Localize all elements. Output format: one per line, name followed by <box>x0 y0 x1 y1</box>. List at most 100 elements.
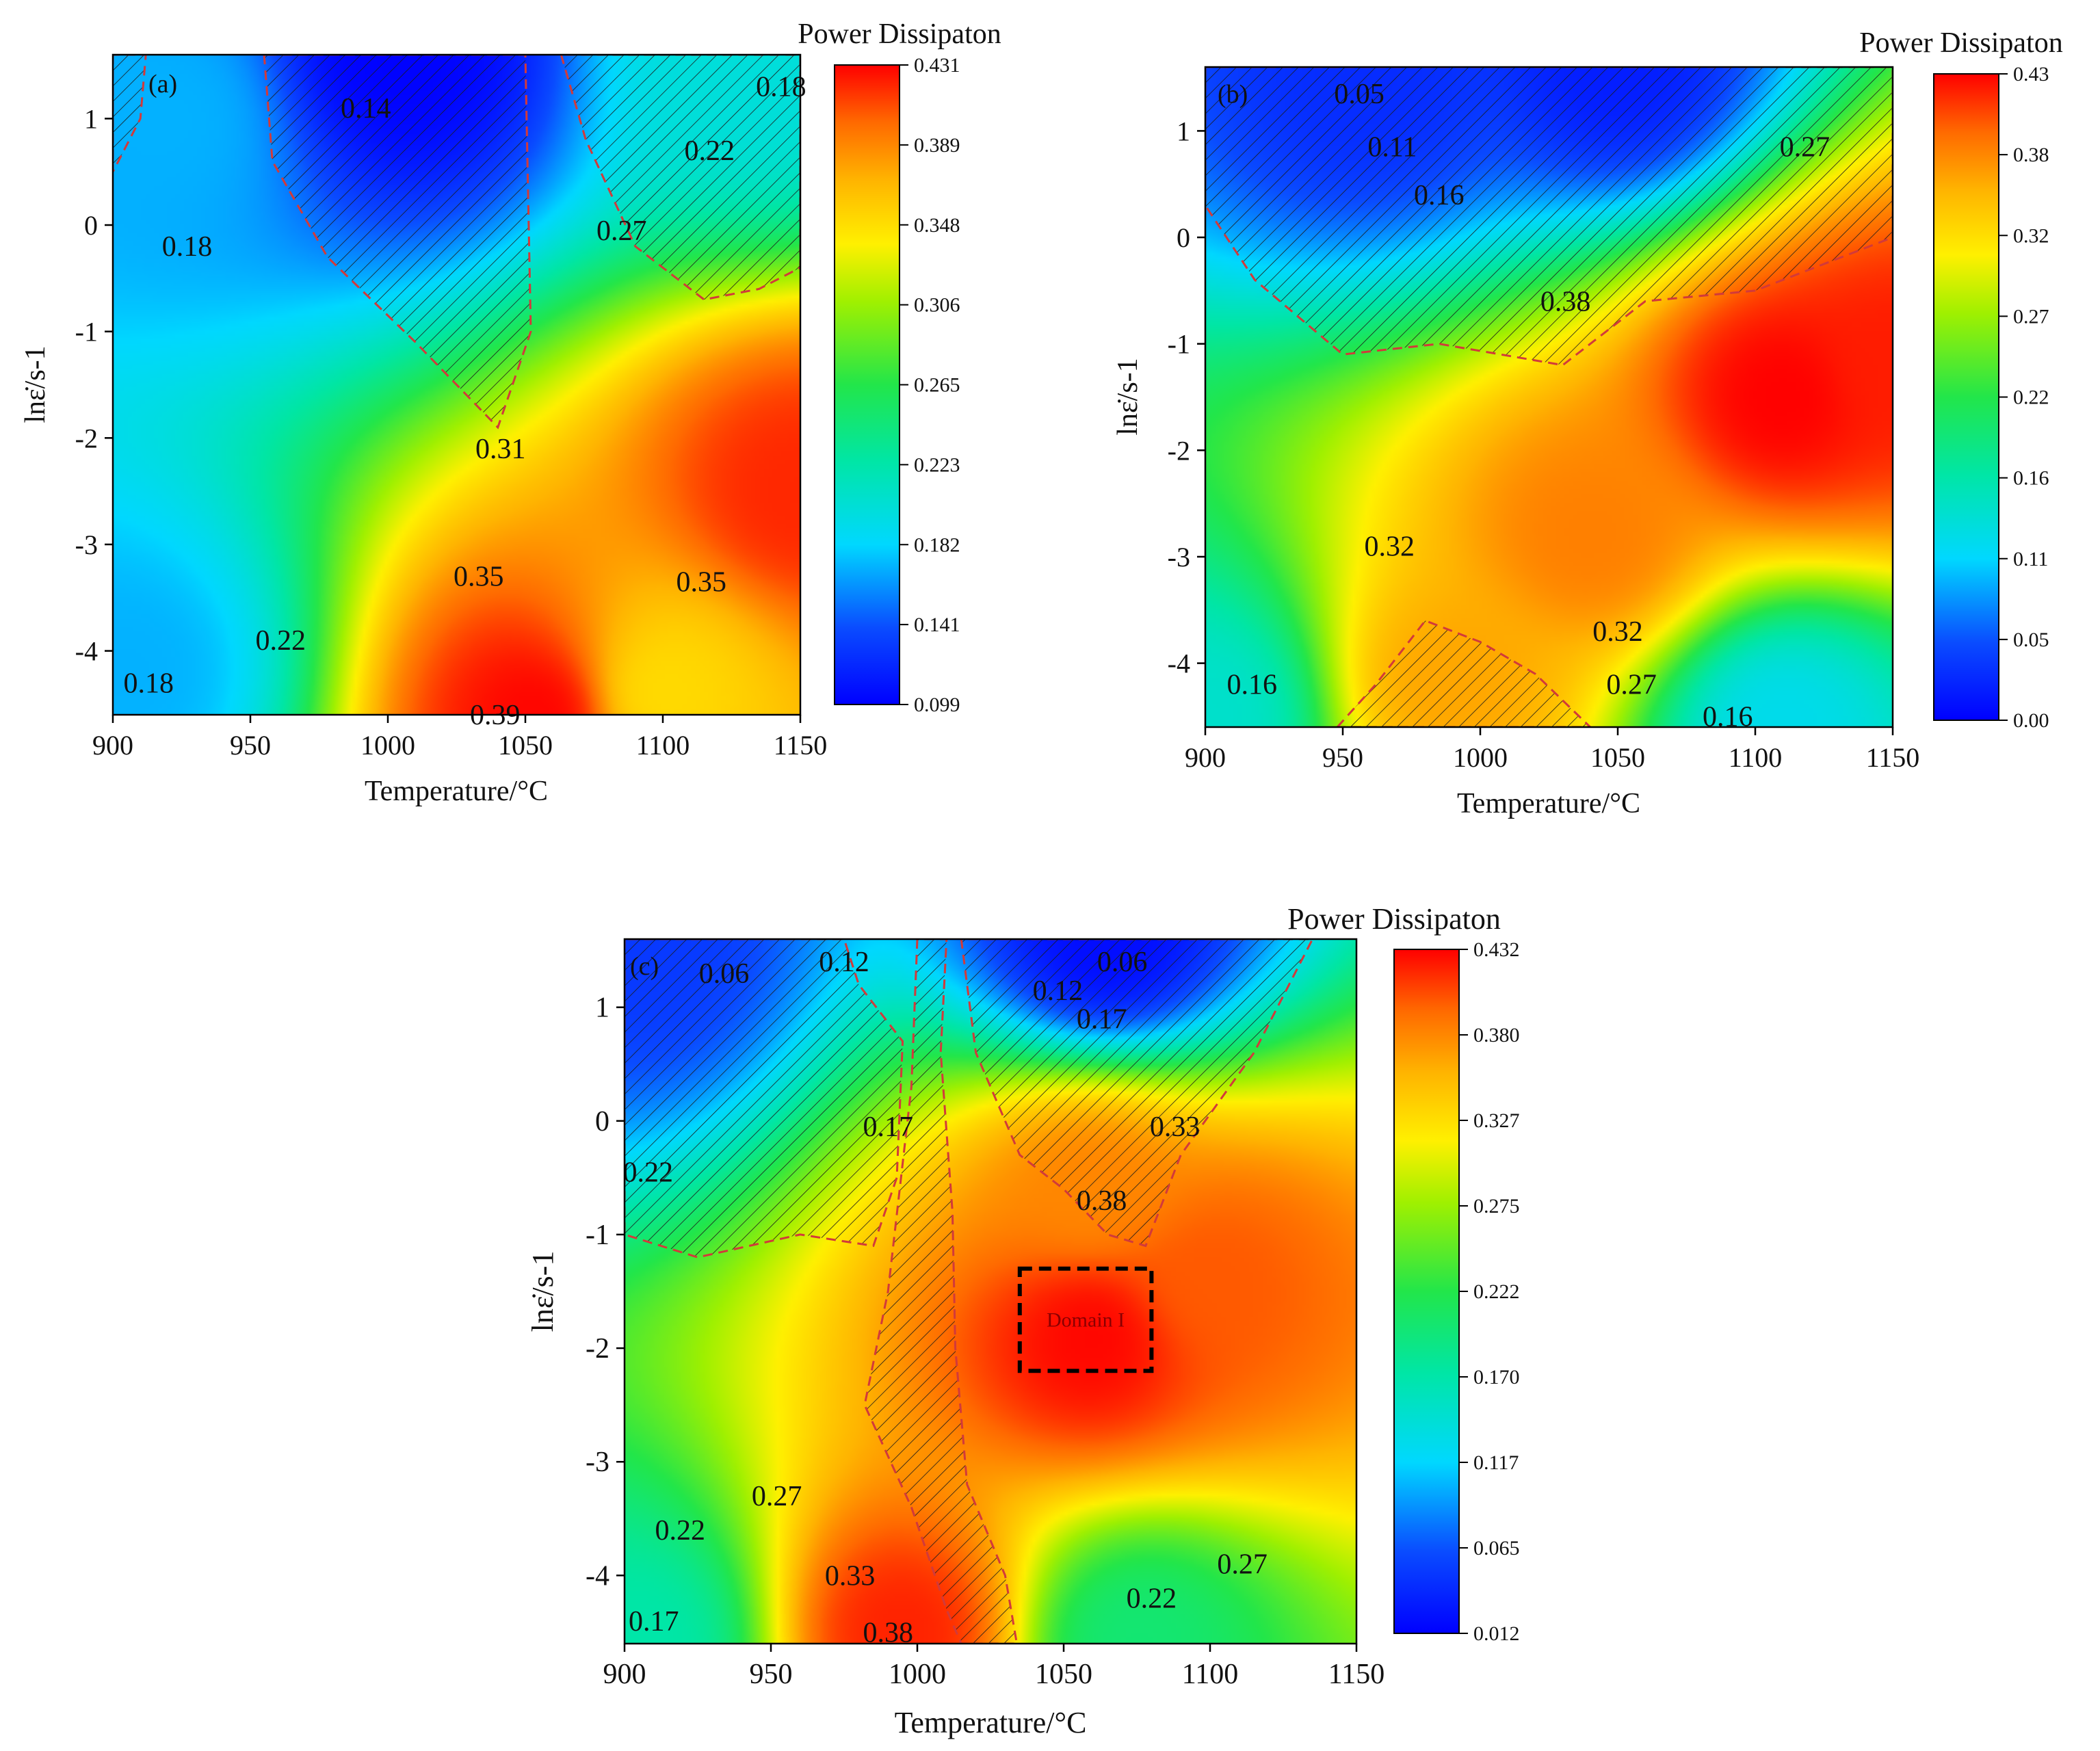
contour-label: 0.12 <box>819 947 869 978</box>
contour-label: 0.06 <box>699 958 750 990</box>
contour-label: 0.27 <box>1217 1549 1268 1581</box>
x-tick-label: 950 <box>230 730 271 761</box>
colorbar-tick-label: 0.306 <box>914 294 960 317</box>
y-tick-label: 1 <box>595 992 609 1024</box>
colorbar-tick-label: 0.11 <box>2013 548 2048 570</box>
y-tick-label: -2 <box>75 423 98 453</box>
contour-label: 0.18 <box>124 668 174 699</box>
contour-label: 0.17 <box>863 1111 913 1143</box>
contour-label: 0.27 <box>1606 670 1657 701</box>
y-tick-label: -3 <box>1168 542 1190 572</box>
x-tick-label: 900 <box>603 1659 646 1690</box>
y-tick-label: -4 <box>75 636 98 667</box>
colorbar-tick-label: 0.00 <box>2013 709 2049 732</box>
x-tick-label: 900 <box>1185 742 1226 773</box>
colorbar-tick-label: 0.431 <box>914 54 960 77</box>
contour-label: 0.27 <box>752 1481 802 1512</box>
colorbar-tick-label: 0.222 <box>1473 1280 1520 1303</box>
panel-label: (b) <box>1218 80 1248 109</box>
colorbar-tick-label: 0.141 <box>914 614 960 636</box>
colorbar-ticks: 0.43 0.38 0.32 0.27 0.22 0.16 0.11 0.05 0.00 <box>1999 63 2049 732</box>
x-axis-label: Temperature/°C <box>1457 788 1640 819</box>
domain-label: Domain I <box>1047 1309 1125 1332</box>
x-ticks: 900 950 1000 1050 1100 1150 <box>603 1644 1384 1690</box>
contour-label: 0.27 <box>1780 132 1830 163</box>
contour-label: 0.14 <box>341 93 391 124</box>
contour-label: 0.22 <box>1127 1583 1177 1615</box>
colorbar-tick-label: 0.012 <box>1473 1622 1520 1645</box>
colorbar-tick-label: 0.117 <box>1473 1451 1519 1474</box>
contour-label: 0.22 <box>622 1157 673 1189</box>
colorbar: 0.432 0.380 0.327 0.275 0.222 0.170 0.117 0.065… <box>1287 902 1519 1645</box>
y-tick-label: -3 <box>75 529 98 560</box>
colorbar-ticks: 0.431 0.389 0.348 0.306 0.265 0.223 0.182 0.141… <box>900 54 960 716</box>
y-axis-label: lnε̇/s-1 <box>1112 358 1144 435</box>
contour-label: 0.22 <box>255 625 306 657</box>
colorbar-tick-label: 0.327 <box>1473 1109 1520 1132</box>
y-axis-label: lnε̇/s-1 <box>526 1251 560 1332</box>
contour-label: 0.35 <box>677 566 727 598</box>
x-tick-label: 1050 <box>1590 742 1645 773</box>
contour-label: 0.33 <box>1150 1111 1200 1143</box>
contour-label: 0.16 <box>1703 701 1753 733</box>
contour-label: 0.18 <box>756 72 806 103</box>
colorbar: 0.431 0.389 0.348 0.306 0.265 0.223 0.182 0.141… <box>798 18 1001 716</box>
contour-label: 0.22 <box>655 1515 706 1546</box>
domain-annotation: Domain I <box>1017 1266 1154 1373</box>
x-tick-label: 1000 <box>889 1659 946 1690</box>
colorbar: 0.43 0.38 0.32 0.27 0.22 0.16 0.11 0.05 0.00 Pow… <box>1859 27 2063 732</box>
contour-label: 0.17 <box>1077 1003 1127 1035</box>
panel-label: (c) <box>630 952 659 981</box>
x-tick-label: 950 <box>1322 742 1363 773</box>
contour-label: 0.16 <box>1227 670 1278 701</box>
y-tick-label: 1 <box>1177 116 1190 146</box>
y-tick-label: -4 <box>1168 648 1190 679</box>
colorbar-tick-label: 0.32 <box>2013 224 2049 247</box>
contour-label: 0.12 <box>1033 975 1084 1007</box>
x-tick-label: 1150 <box>1328 1659 1384 1690</box>
contour-label: 0.11 <box>1367 132 1417 163</box>
domain-box <box>1017 1266 1154 1373</box>
y-axis-label: lnε̇/s-1 <box>20 345 51 423</box>
y-tick-label: -1 <box>586 1220 609 1251</box>
panel-c: 0.06 0.12 0.060.120.170.17 0.330.220.380.27… <box>526 902 1520 1739</box>
colorbar-tick-label: 0.27 <box>2013 305 2049 328</box>
colorbar-tick-label: 0.38 <box>2013 144 2049 166</box>
contour-label: 0.32 <box>1365 531 1415 562</box>
instability-region <box>560 55 800 301</box>
colorbar-tick-label: 0.22 <box>2013 386 2049 409</box>
x-tick-label: 1100 <box>1182 1659 1238 1690</box>
contour-label: 0.16 <box>1414 180 1465 211</box>
x-tick-label: 1050 <box>1035 1659 1092 1690</box>
panel-b: 0.05 0.11 0.16 0.27 0.38 0.32 0.32 0.27 0.16 0.16… <box>1112 27 2063 819</box>
x-tick-label: 1000 <box>360 730 415 761</box>
colorbar-tick-label: 0.275 <box>1473 1195 1520 1217</box>
contour-label: 0.17 <box>629 1606 679 1637</box>
instability-region <box>113 55 147 172</box>
y-tick-label: 0 <box>595 1106 609 1137</box>
y-tick-label: -1 <box>1168 329 1190 360</box>
plot-frame <box>623 938 1358 1645</box>
y-ticks: 1 0 -1 -2 -3 -4 <box>1168 116 1205 679</box>
contour-label: 0.32 <box>1592 616 1643 648</box>
instability-region <box>1335 619 1592 727</box>
instability-regions <box>113 55 800 430</box>
x-tick-label: 1150 <box>774 730 828 761</box>
y-tick-label: -4 <box>586 1560 609 1592</box>
instability-region <box>960 939 1314 1248</box>
colorbar-title: Power Dissipaton <box>1287 902 1501 936</box>
colorbar-tick-label: 0.223 <box>914 453 960 476</box>
instability-region <box>625 939 904 1259</box>
instability-region <box>1205 67 1893 367</box>
colorbar-tick-label: 0.389 <box>914 134 960 157</box>
x-tick-label: 1000 <box>1453 742 1508 773</box>
instability-regions <box>1205 67 1893 727</box>
contour-label: 0.27 <box>596 215 647 247</box>
instability-regions <box>625 939 1314 1644</box>
x-tick-label: 1150 <box>1866 742 1920 773</box>
contour-label: 0.35 <box>454 562 504 593</box>
colorbar-tick-label: 0.170 <box>1473 1366 1520 1388</box>
panel-label: (a) <box>148 70 177 98</box>
x-ticks: 900 950 1000 1050 1100 1150 <box>92 715 827 761</box>
